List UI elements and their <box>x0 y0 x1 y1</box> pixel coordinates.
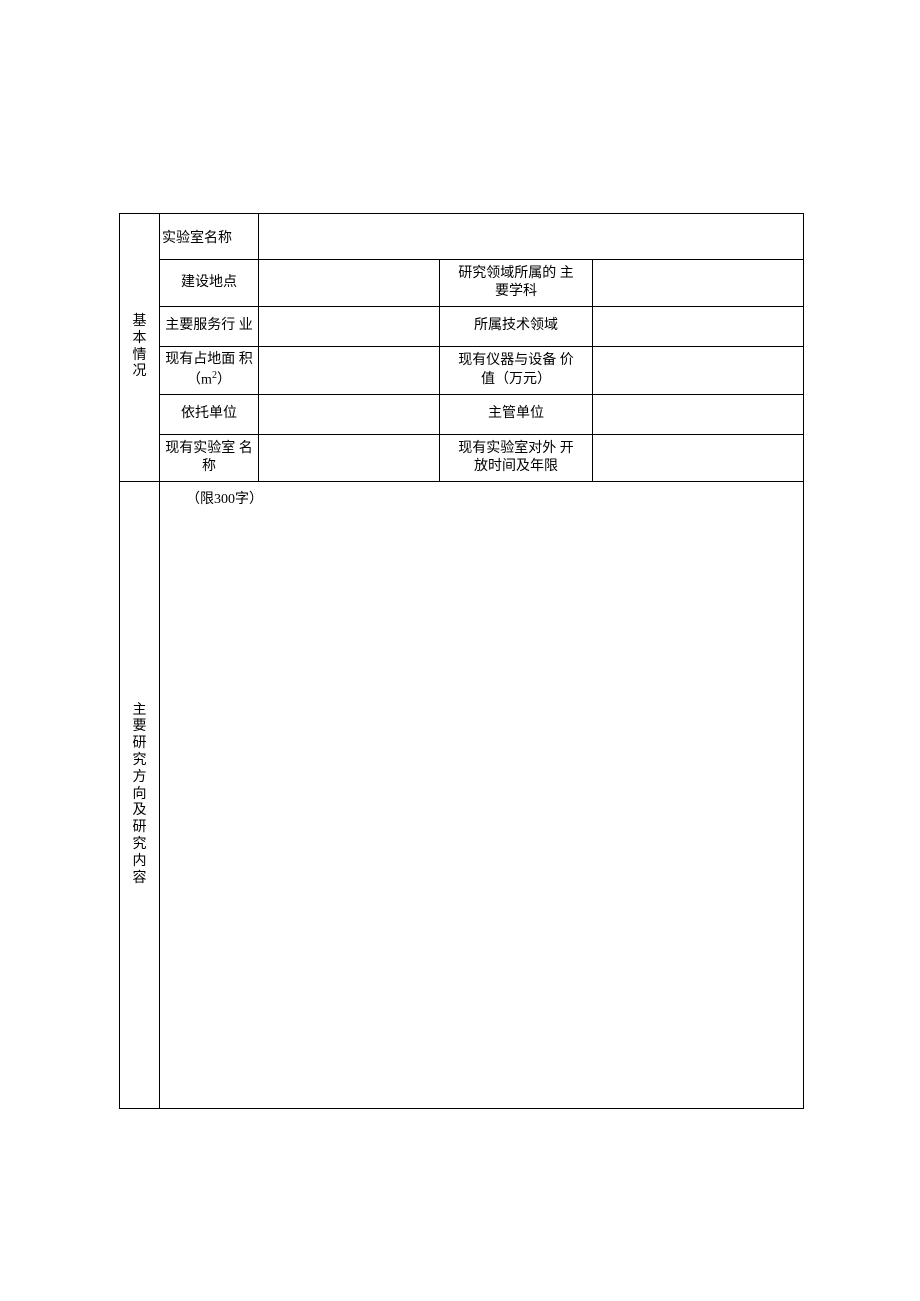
value-land-area <box>259 347 440 395</box>
value-service-industry <box>259 307 440 347</box>
value-open-time <box>593 435 804 482</box>
label-supervising-unit: 主管单位 <box>440 395 593 435</box>
value-existing-lab-name <box>259 435 440 482</box>
value-tech-field <box>593 307 804 347</box>
label-tech-field: 所属技术领域 <box>440 307 593 347</box>
label-land-area: 现有占地面 积（m2） <box>160 347 259 395</box>
value-supporting-unit <box>259 395 440 435</box>
char-limit-note: （限300字） <box>162 486 801 508</box>
section-research-direction-header: 主要研究方向及研究内容 <box>120 482 160 1109</box>
label-existing-lab-name: 现有实验室 名称 <box>160 435 259 482</box>
label-supporting-unit: 依托单位 <box>160 395 259 435</box>
value-supervising-unit <box>593 395 804 435</box>
label-research-discipline: 研究领域所属的 主要学科 <box>440 260 593 307</box>
value-equipment-value <box>593 347 804 395</box>
form-table: 基本情况 实验室名称 建设地点 研究领域所属的 主要学科 主要服务行 业 所属技… <box>119 213 804 1109</box>
label-equipment-value: 现有仪器与设备 价值（万元） <box>440 347 593 395</box>
research-direction-content: （限300字） <box>160 482 804 1109</box>
section-basic-info-header: 基本情况 <box>120 214 160 482</box>
label-construction-site: 建设地点 <box>160 260 259 307</box>
value-construction-site <box>259 260 440 307</box>
label-service-industry: 主要服务行 业 <box>160 307 259 347</box>
label-open-time: 现有实验室对外 开放时间及年限 <box>440 435 593 482</box>
value-research-discipline <box>593 260 804 307</box>
value-lab-name <box>259 214 804 260</box>
label-lab-name: 实验室名称 <box>160 214 259 260</box>
